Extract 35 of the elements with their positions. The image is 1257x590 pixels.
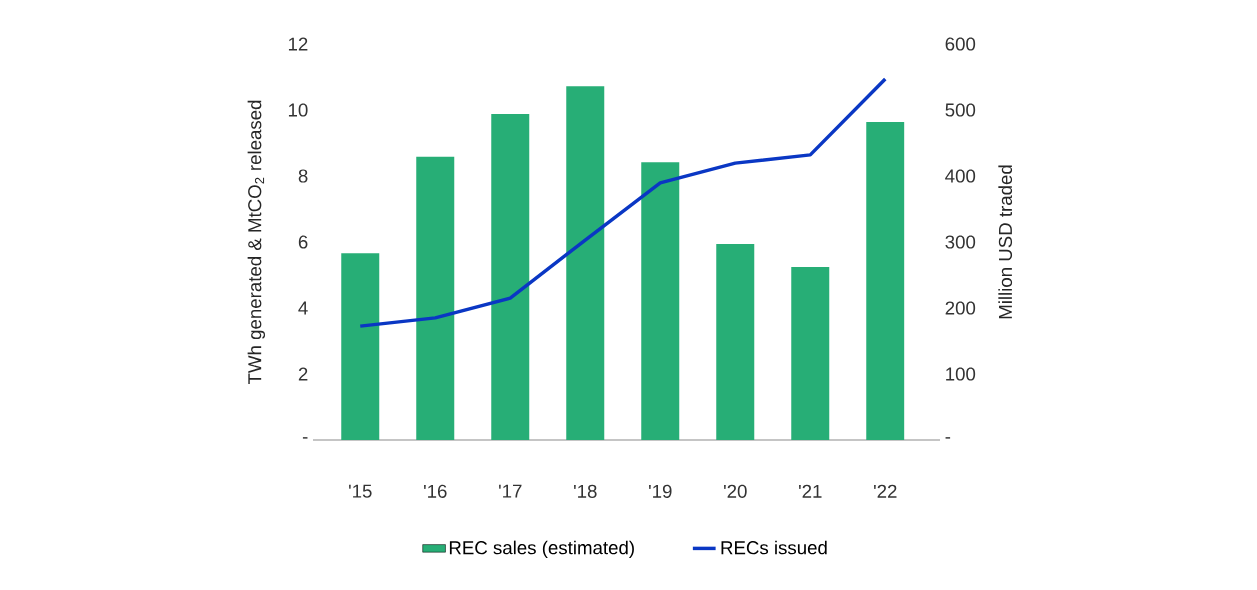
bar bbox=[566, 86, 605, 440]
y-tick-label: 2 bbox=[298, 367, 308, 381]
y2-tick-label: 300 bbox=[945, 235, 976, 249]
x-tick-label: '21 bbox=[799, 484, 822, 498]
x-tick-label: '17 bbox=[499, 484, 522, 498]
y-axis-title: TWh generated & MtCO$_{2}$ released bbox=[247, 100, 266, 385]
y2-tick-label: 400 bbox=[945, 169, 976, 183]
bar bbox=[866, 121, 905, 440]
x-tick-label: '20 bbox=[724, 484, 747, 498]
x-tick-label: '18 bbox=[574, 484, 597, 498]
bar bbox=[791, 267, 830, 440]
x-tick-label: '22 bbox=[874, 484, 897, 498]
y2-tick-label: - bbox=[945, 437, 951, 439]
y2-axis-title: Million USD traded bbox=[998, 165, 1013, 319]
x-tick-label: '16 bbox=[424, 484, 447, 498]
y-tick-label: - bbox=[302, 437, 308, 439]
y2-tick-label: 200 bbox=[945, 301, 976, 315]
y-tick-label: 8 bbox=[298, 169, 308, 183]
bar bbox=[641, 162, 680, 440]
y2-tick-label: 100 bbox=[946, 367, 976, 381]
bar bbox=[491, 113, 530, 440]
x-tick-label: '15 bbox=[349, 484, 372, 498]
y2-tick-label: 600 bbox=[945, 37, 976, 51]
y-tick-label: 10 bbox=[288, 103, 308, 117]
y-tick-label: 4 bbox=[298, 301, 308, 315]
legend-label: RECs issued bbox=[721, 540, 827, 555]
line-series bbox=[358, 77, 887, 328]
y-tick-label: 6 bbox=[298, 235, 308, 249]
y-tick-label: 12 bbox=[288, 37, 308, 51]
bar bbox=[416, 156, 455, 440]
bar bbox=[341, 253, 380, 440]
x-tick-label: '19 bbox=[649, 484, 672, 498]
bar bbox=[716, 243, 755, 440]
y2-tick-label: 500 bbox=[945, 103, 976, 117]
legend-label: REC sales (estimated) bbox=[449, 540, 634, 559]
